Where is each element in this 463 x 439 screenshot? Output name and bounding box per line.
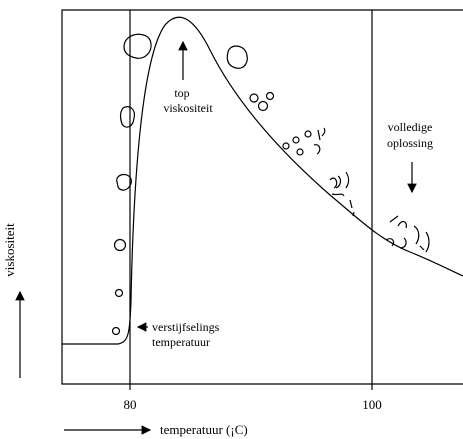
granules (111, 33, 430, 336)
annotation: volledige (388, 120, 433, 134)
x-axis-label: temperatuur (¡C) (160, 422, 248, 437)
annotation: viskositeit (163, 101, 213, 115)
y-axis-label: viskositeit (2, 223, 17, 277)
x-tick-label: 100 (362, 397, 382, 412)
annotation: oplossing (387, 136, 433, 150)
arrows (15, 40, 417, 435)
annotation: top (174, 86, 189, 100)
frame (61, 9, 463, 390)
annotation: temperatuur (152, 335, 210, 349)
viscosity-curve (62, 16, 463, 345)
x-tick-label: 80 (124, 397, 137, 412)
annotation: verstijfselings (152, 320, 220, 334)
